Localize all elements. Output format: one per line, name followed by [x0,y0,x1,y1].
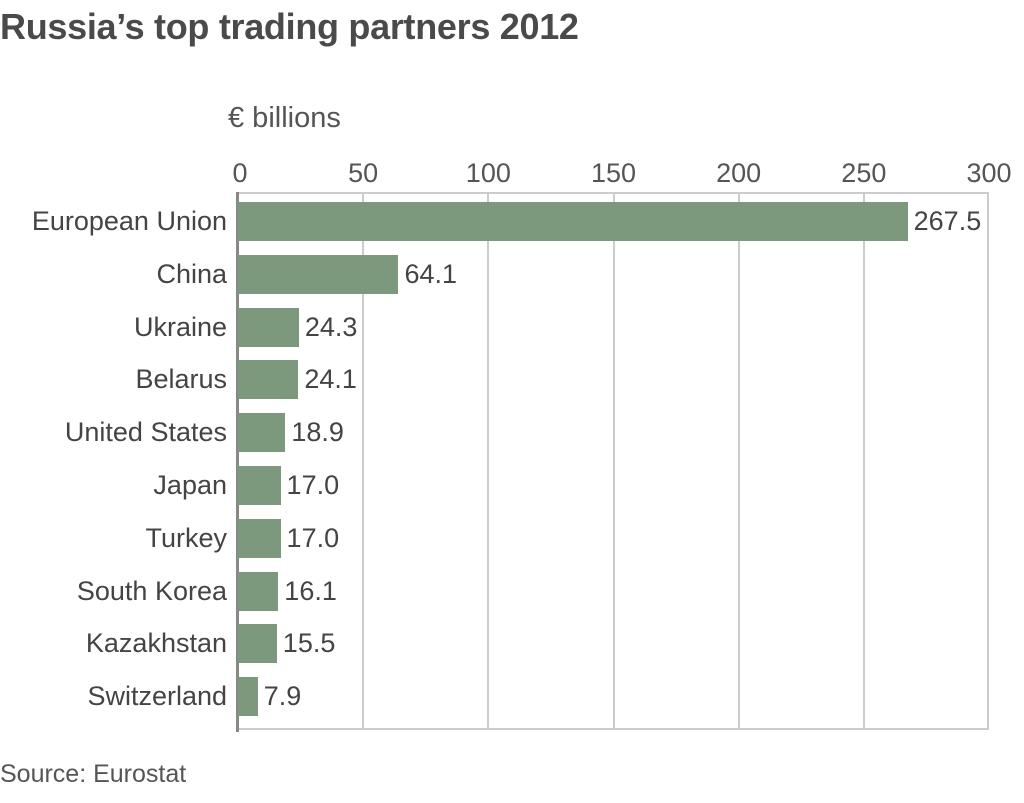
x-tick-label: 150 [590,158,637,188]
bar [238,202,908,241]
bar [238,677,258,717]
category-label: Switzerland [87,681,227,712]
value-label: 24.1 [304,364,357,395]
category-label: United States [64,417,227,448]
category-label: South Korea [76,575,227,606]
y-axis-line [236,192,239,732]
category-label: Turkey [145,522,227,553]
category-label: China [156,258,227,289]
category-label: Ukraine [133,311,227,342]
gridline [737,194,740,728]
plot-area [238,192,989,730]
x-tick-label: 250 [841,158,887,188]
value-label: 7.9 [263,681,302,712]
bar [238,413,286,453]
bar [238,571,279,611]
bar [238,360,299,400]
value-label: 18.9 [291,417,344,448]
gridline [362,194,365,728]
x-tick-label: 50 [348,158,379,188]
value-label: 267.5 [913,206,982,236]
bar [238,624,277,664]
category-label: Japan [153,470,227,500]
source-note: Source: Eurostat [0,760,187,788]
category-label: Kazakhstan [85,628,227,659]
bar [238,254,399,294]
bar [238,518,281,558]
chart-title: Russia’s top trading partners 2012 [0,6,579,47]
x-tick-label: 100 [465,158,511,188]
value-label: 24.3 [304,311,358,342]
value-label: 15.5 [282,628,336,659]
x-tick-label: 300 [966,158,1012,188]
bar [238,307,299,347]
bar [238,466,281,505]
gridline [612,194,615,728]
value-label: 64.1 [404,258,458,289]
x-tick-label: 0 [232,158,248,188]
value-label: 16.1 [284,575,337,606]
category-label: Belarus [135,364,227,395]
unit-label: € billions [228,102,341,134]
gridline [487,194,490,728]
x-tick-label: 200 [716,158,762,188]
value-label: 17.0 [286,470,340,500]
gridline [862,194,865,728]
value-label: 17.0 [286,522,340,553]
category-label: European Union [31,206,227,236]
